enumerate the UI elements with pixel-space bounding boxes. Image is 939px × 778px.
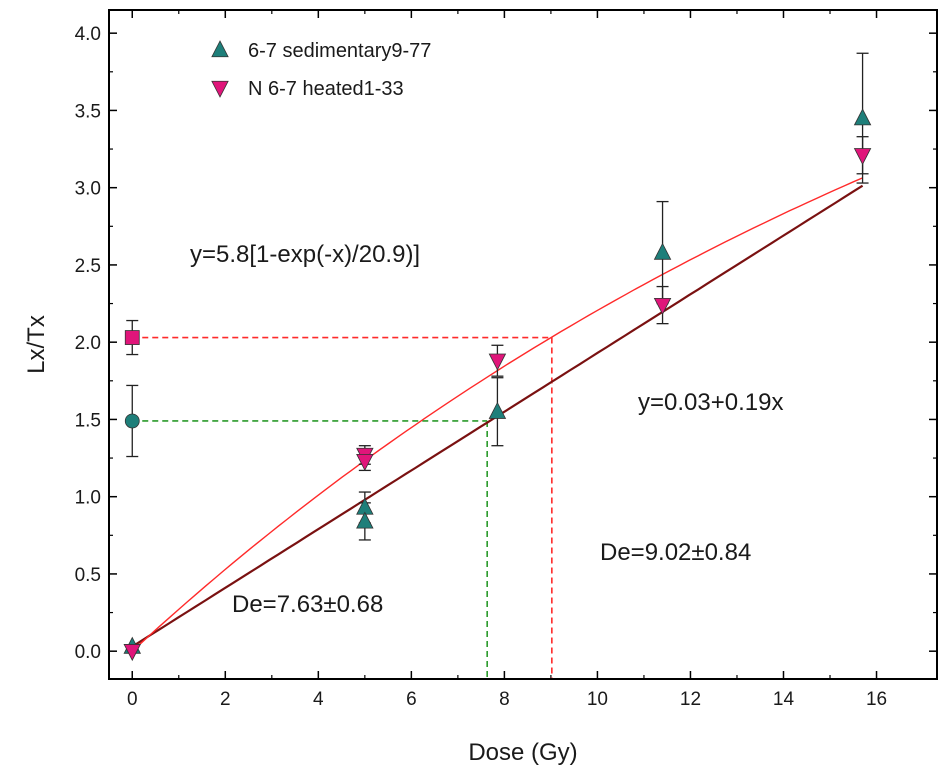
x-axis-title: Dose (Gy) bbox=[468, 739, 577, 766]
y-tick-label: 2.5 bbox=[75, 256, 101, 277]
de-label-heated: De=9.02±0.84 bbox=[600, 539, 751, 566]
y-tick-label: 2.0 bbox=[75, 333, 101, 354]
natural-point-heated bbox=[124, 330, 140, 345]
x-tick-label: 10 bbox=[587, 689, 608, 710]
de-guide-lines bbox=[132, 336, 553, 679]
plot-frame bbox=[108, 9, 938, 680]
legend-marker-heated bbox=[211, 80, 229, 98]
y-axis-title: Lx/Tx bbox=[23, 315, 50, 374]
axis-ticks bbox=[109, 10, 937, 679]
y-tick-label: 1.5 bbox=[75, 410, 101, 431]
x-tick-label: 6 bbox=[406, 689, 417, 710]
natural-point-sedimentary bbox=[124, 413, 140, 429]
heated-point bbox=[356, 454, 374, 472]
legend-marker-shape bbox=[211, 40, 229, 58]
exponential-fit-equation: y=5.8[1-exp(-x)/20.9)] bbox=[190, 241, 420, 268]
legend: 6-7 sedimentary9-77 N 6-7 heated1-33 bbox=[211, 40, 431, 100]
x-tick-label: 0 bbox=[127, 689, 138, 710]
y-tick-label: 1.0 bbox=[75, 488, 101, 509]
x-tick-label: 8 bbox=[499, 689, 510, 710]
x-tick-label: 14 bbox=[773, 689, 795, 710]
legend-label-sedimentary: 6-7 sedimentary9-77 bbox=[248, 40, 431, 62]
error-bars bbox=[126, 52, 869, 541]
de-label-sedimentary: De=7.63±0.68 bbox=[232, 591, 383, 618]
sedimentary-point bbox=[853, 108, 872, 126]
linear-fit-equation: y=0.03+0.19x bbox=[638, 389, 783, 416]
y-tick-label: 3.5 bbox=[75, 101, 101, 122]
y-tick-labels: 0.0 0.5 1.0 1.5 2.0 2.5 3.0 3.5 4.0 bbox=[75, 24, 101, 663]
x-tick-label: 16 bbox=[866, 689, 887, 710]
x-tick-label: 2 bbox=[220, 689, 231, 710]
y-tick-label: 3.0 bbox=[75, 179, 101, 200]
legend-label-heated: N 6-7 heated1-33 bbox=[248, 78, 404, 100]
y-tick-label: 0.5 bbox=[75, 565, 101, 586]
heated-point bbox=[488, 353, 507, 371]
sedimentary-point bbox=[653, 242, 672, 260]
x-tick-label: 12 bbox=[680, 689, 701, 710]
x-tick-labels: 0 2 4 6 8 10 12 14 16 bbox=[127, 689, 887, 710]
sedimentary-point bbox=[356, 511, 374, 529]
y-tick-label: 0.0 bbox=[75, 642, 101, 663]
sedimentary-point bbox=[488, 401, 507, 419]
heated-point bbox=[123, 644, 142, 662]
legend-marker-shape bbox=[211, 80, 229, 98]
heated-point bbox=[853, 148, 872, 166]
data-points bbox=[123, 108, 872, 662]
y-tick-label: 4.0 bbox=[75, 24, 101, 45]
legend-marker-sedimentary bbox=[211, 40, 229, 58]
x-tick-label: 4 bbox=[313, 689, 324, 710]
heated-point bbox=[653, 297, 672, 315]
